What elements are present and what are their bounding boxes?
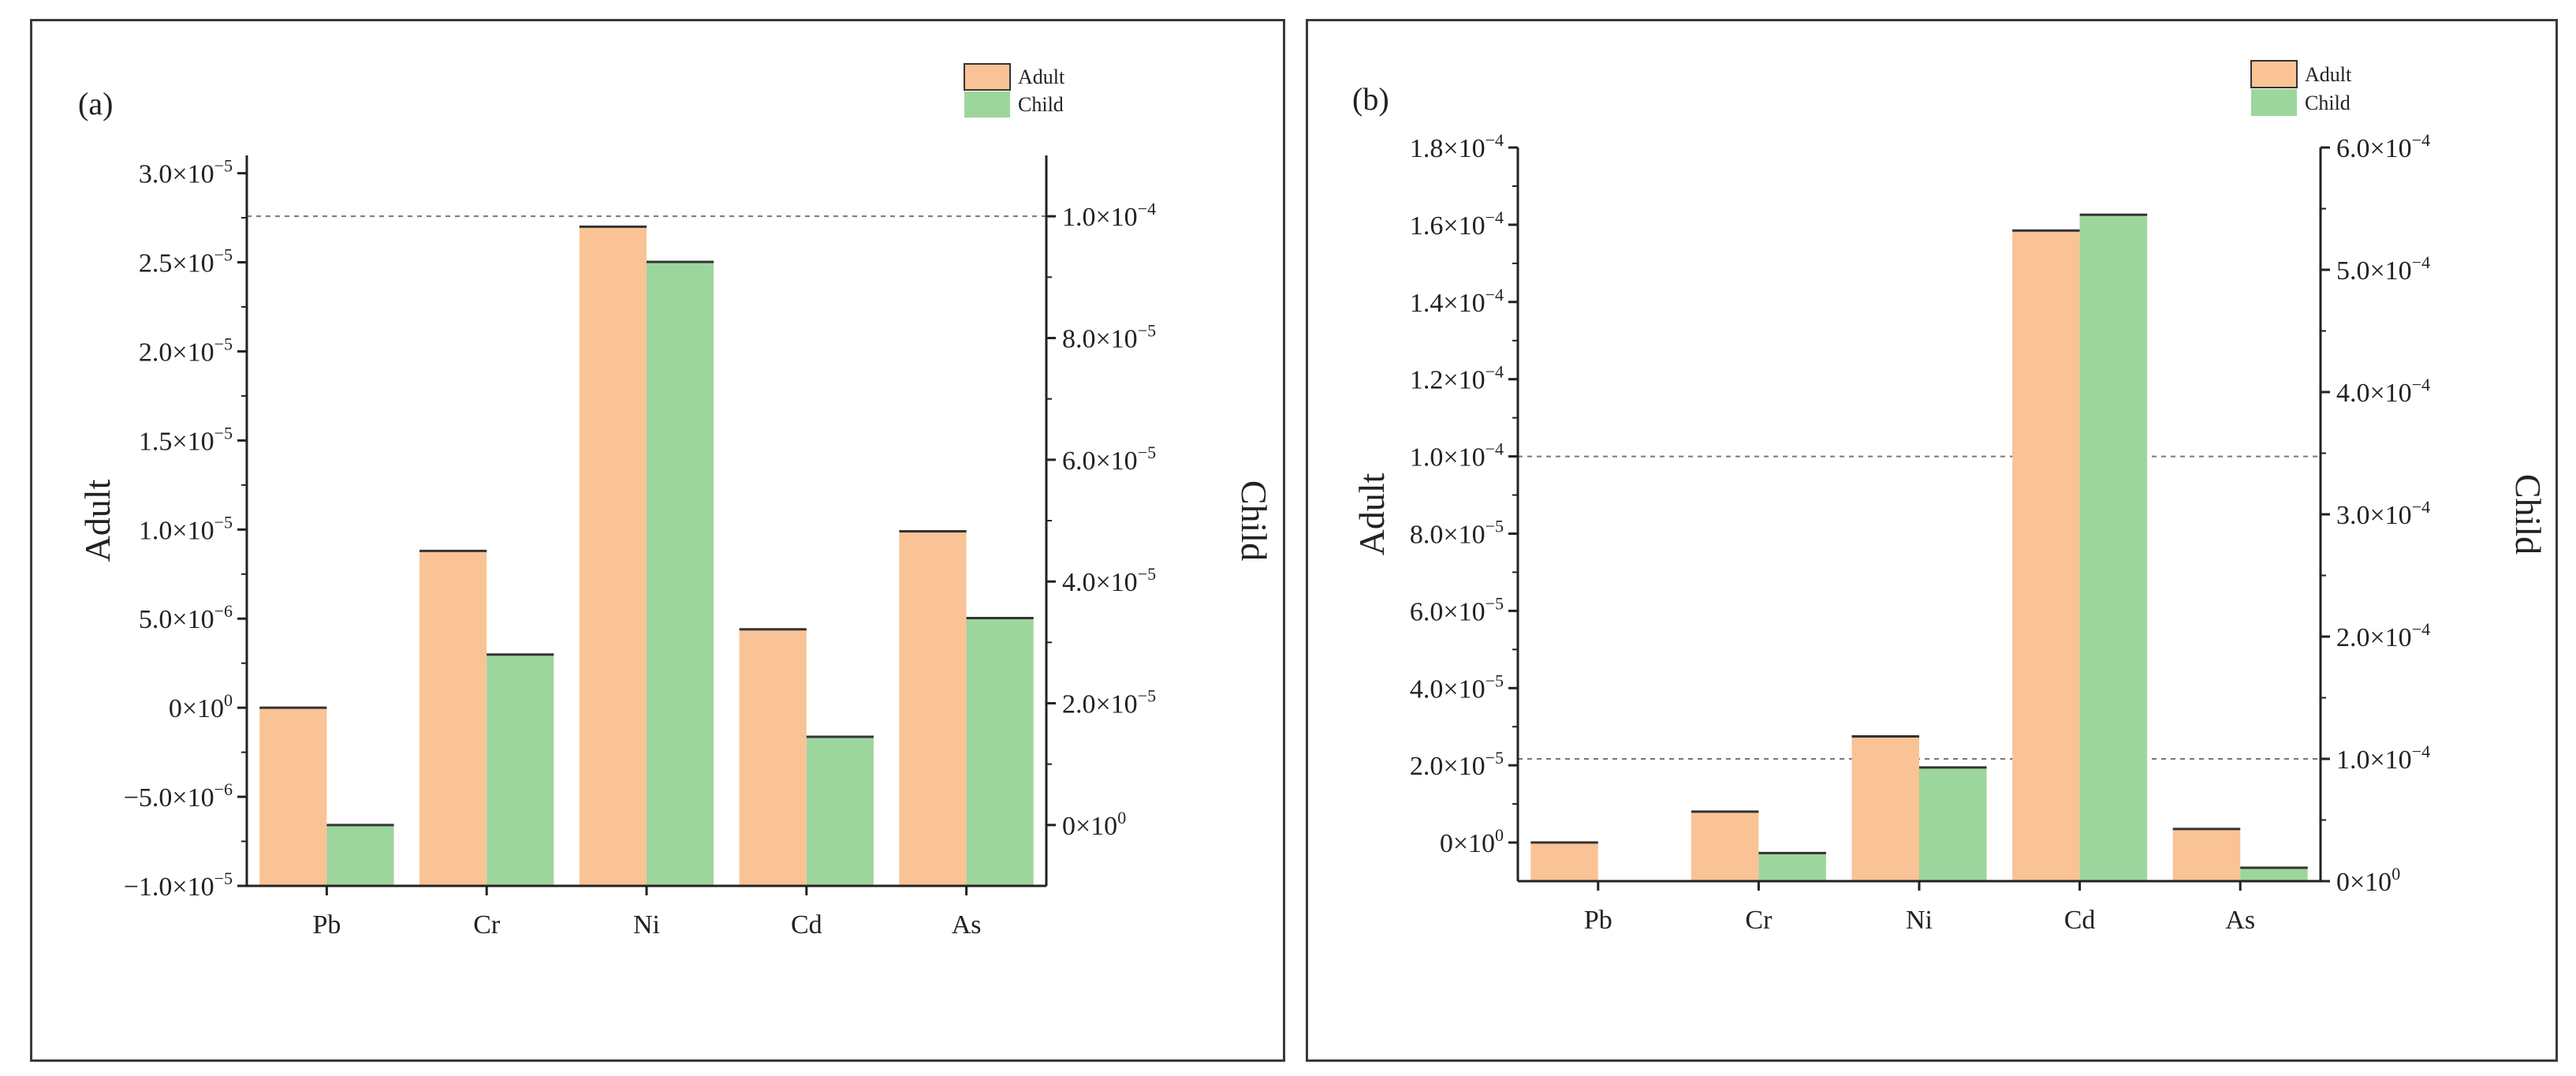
legend: Adult Child [964,63,1065,118]
right-tick-label: 0×100 [2336,864,2400,897]
x-tick-label-ni: Ni [633,910,660,940]
x-tick-label-pb: Pb [312,910,341,940]
left-tick-label: 8.0×10−5 [1410,516,1504,549]
bar-adult-cd [2012,230,2080,882]
left-tick-label: 0×100 [169,690,233,723]
y-axis-title-left: Adult [77,479,117,562]
y-axis-title-right: Child [1234,480,1274,561]
x-tick-label-pb: Pb [1584,906,1612,935]
y-axis-title-right: Child [2508,474,2548,555]
left-tick-label: 1.0×10−4 [1410,439,1504,473]
bar-adult-cr [1691,811,1759,881]
right-tick-label: 1.0×10−4 [1062,199,1156,232]
bar-child-cd [2079,215,2148,881]
left-tick-label: −1.0×10−5 [124,869,233,902]
left-tick-label: 1.5×10−5 [139,423,233,456]
legend-swatch-child [964,92,1010,118]
bar-child-cd [806,736,874,886]
legend-swatch-adult [964,63,1011,91]
x-tick-label-cd: Cd [791,910,822,940]
left-tick-label: 1.0×10−5 [139,512,233,545]
left-tick-label: 4.0×10−5 [1410,671,1504,704]
right-tick-label: 8.0×10−5 [1062,321,1156,354]
x-tick-label-ni: Ni [1906,906,1933,935]
chart-b-svg: 0×100 2.0×10−5 4.0×10−5 6.0×10−5 8.0×10−5 1.0… [1351,60,2548,935]
x-tick-label-as: As [2225,906,2255,935]
right-tick-label: 2.0×10−4 [2336,619,2430,652]
left-tick-label: 1.8×10−4 [1410,130,1504,163]
bar-child-ni [1919,767,1987,881]
right-tick-label: 4.0×10−4 [2336,375,2430,408]
right-tick-label: 2.0×10−5 [1062,686,1156,719]
legend-label-adult: Adult [1018,65,1065,88]
bar-adult-pb [259,708,327,886]
x-tick-label-cd: Cd [2064,906,2096,935]
right-tick-label: 6.0×10−5 [1062,443,1156,476]
legend-label-child: Child [2305,92,2350,114]
right-tick-label: 1.0×10−4 [2336,742,2430,775]
left-tick-label: 1.2×10−4 [1410,362,1504,395]
right-tick-label: 0×100 [1062,808,1126,841]
bar-child-cr [1758,853,1826,881]
left-tick-label: −5.0×10−6 [124,779,233,813]
right-tick-label: 5.0×10−4 [2336,252,2430,286]
x-tick-label-cr: Cr [473,910,501,940]
bar-adult-as [2172,828,2241,881]
bar-adult-cr [419,551,487,886]
bar-child-as [2240,867,2308,881]
chart-a-svg: −1.0×10−5 −5.0×10−6 0×100 5.0×10−6 1.0×10−5 1… [77,63,1274,940]
right-tick-label: 4.0×10−5 [1062,564,1156,597]
chart-panel-a: −1.0×10−5 −5.0×10−6 0×100 5.0×10−6 1.0×10−5 1… [30,19,1285,1062]
left-tick-label: 5.0×10−6 [139,601,233,634]
chart-panel-b: 0×100 2.0×10−5 4.0×10−5 6.0×10−5 8.0×10−5 1.0… [1306,19,2558,1062]
x-tick-label-cr: Cr [1745,906,1773,935]
panel-label: (b) [1352,81,1389,117]
right-tick-label: 3.0×10−4 [2336,497,2430,530]
left-tick-label: 1.4×10−4 [1410,285,1504,318]
bar-child-pb [326,824,394,886]
left-tick-label: 1.6×10−4 [1410,207,1504,241]
bar-child-as [966,618,1034,886]
legend-swatch-child [2251,89,2297,116]
y-axis-title-left: Adult [1351,473,1392,555]
left-tick-label: 2.5×10−5 [139,245,233,278]
panel-label: (a) [78,86,113,121]
bar-adult-cd [739,629,807,886]
legend-label-child: Child [1018,93,1064,116]
left-tick-label: 3.0×10−5 [139,156,233,189]
bar-adult-ni [1851,736,1919,881]
left-tick-label: 6.0×10−5 [1410,593,1504,626]
bar-adult-pb [1530,842,1598,881]
bar-child-ni [647,262,714,887]
left-tick-label: 0×100 [1440,825,1504,858]
legend-label-adult: Adult [2305,63,2352,86]
right-tick-label: 6.0×10−4 [2336,130,2430,163]
bar-adult-ni [579,226,647,887]
bar-child-cr [486,654,554,886]
left-tick-label: 2.0×10−5 [139,334,233,367]
bar-adult-as [899,531,967,886]
x-tick-label-as: As [952,910,982,940]
legend-swatch-adult [2250,60,2298,88]
left-tick-label: 2.0×10−5 [1410,748,1504,781]
legend: Adult Child [2250,60,2352,116]
